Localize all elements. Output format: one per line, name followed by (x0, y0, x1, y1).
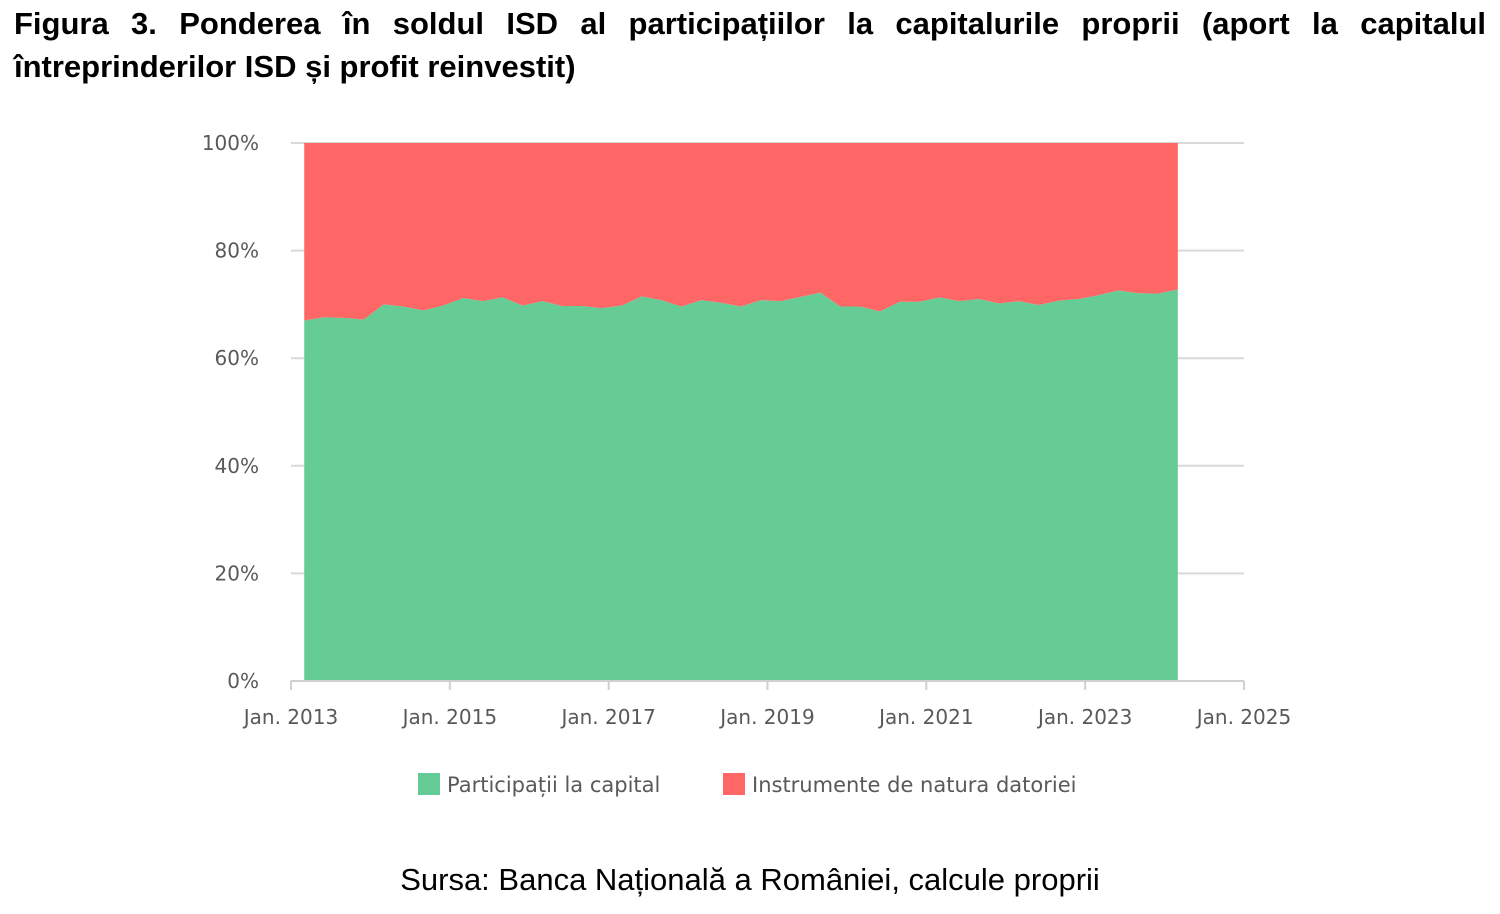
x-axis-tick-labels: Jan. 2013 Jan. 2015 Jan. 2017 Jan. 2019 Jan.… (242, 705, 1291, 729)
area-series (304, 143, 1178, 681)
legend-item: Instrumente de natura datoriei (723, 773, 1076, 797)
x-tick-label: Jan. 2017 (559, 705, 655, 729)
area-series-2 (304, 143, 1178, 321)
legend-label: Participații la capital (447, 773, 660, 797)
legend-item: Participații la capital (418, 773, 660, 797)
legend-swatch (418, 773, 440, 795)
x-tick-label: Jan. 2021 (877, 705, 973, 729)
legend: Participații la capital Instrumente de na… (418, 773, 1076, 797)
y-tick-label: 20% (215, 561, 259, 585)
area-series-1 (304, 289, 1178, 681)
legend-label: Instrumente de natura datoriei (752, 773, 1076, 797)
x-tick-label: Jan. 2015 (401, 705, 497, 729)
y-axis-tick-labels: 0% 20% 40% 60% 80% 100% (202, 131, 259, 693)
x-tick-label: Jan. 2023 (1036, 705, 1132, 729)
x-tick-label: Jan. 2019 (718, 705, 814, 729)
y-tick-label: 40% (215, 454, 259, 478)
x-tick-label: Jan. 2025 (1195, 705, 1291, 729)
figure-title: Figura 3. Ponderea în soldul ISD al part… (14, 6, 1486, 84)
y-tick-label: 0% (227, 669, 259, 693)
x-tick-label: Jan. 2013 (242, 705, 338, 729)
y-tick-label: 60% (215, 346, 259, 370)
y-tick-label: 80% (215, 239, 259, 263)
legend-swatch (723, 773, 745, 795)
y-tick-label: 100% (202, 131, 259, 155)
source-note: Sursa: Banca Națională a României, calcu… (400, 862, 1100, 897)
axes (290, 680, 1245, 690)
